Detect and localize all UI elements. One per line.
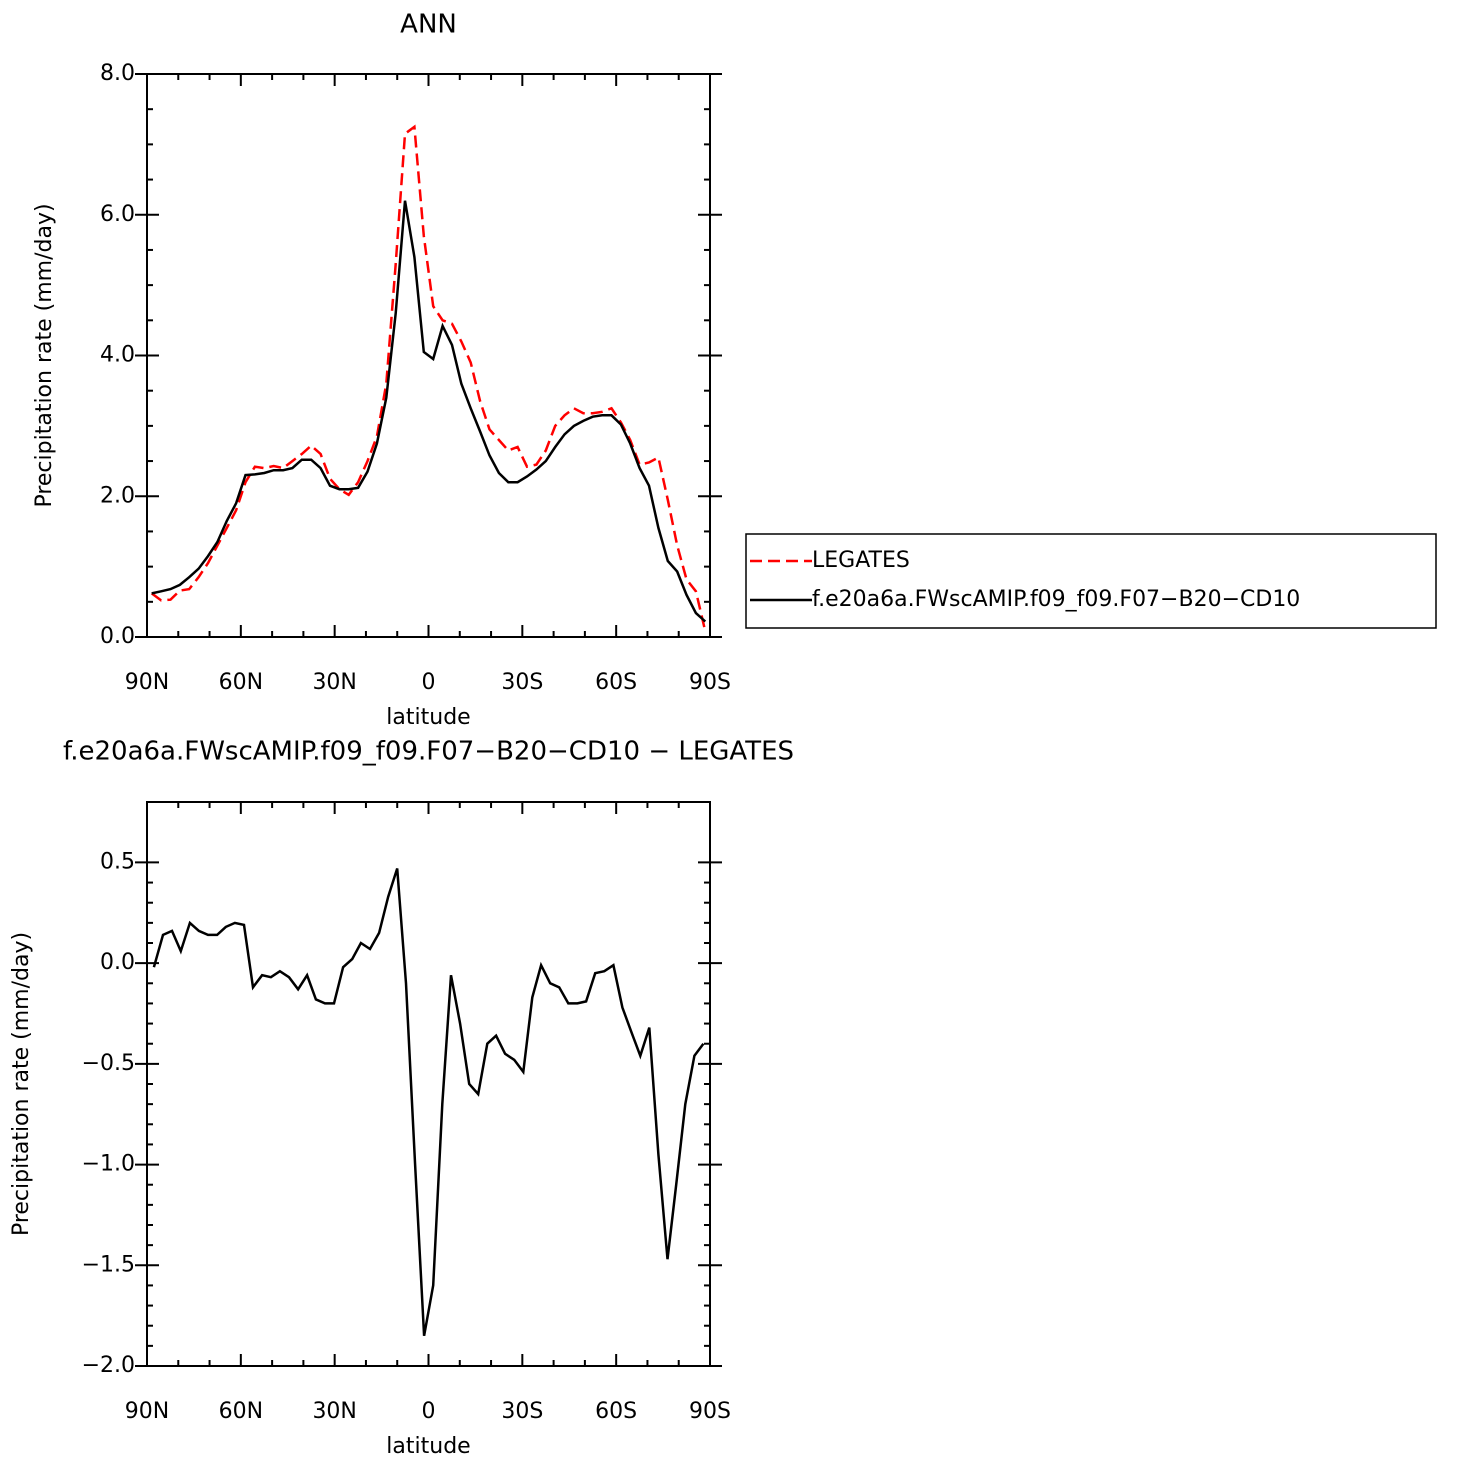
x-tick-label: 0 [422,670,436,695]
plot-frame [146,73,711,638]
x-axis-label: latitude [386,705,470,730]
x-tick-label: 30N [312,670,356,695]
x-tick-label: 90S [689,1399,731,1424]
x-tick-label: 60S [595,670,637,695]
plot-frame [146,801,711,1367]
y-tick-label: −2.0 [82,1353,135,1378]
y-axis-label: Precipitation rate (mm/day) [32,203,57,507]
y-tick-label: 8.0 [100,61,135,86]
legend-label: LEGATES [812,548,910,573]
x-tick-label: 90N [125,670,169,695]
y-tick-label: 2.0 [100,483,135,508]
legend-box [745,533,1437,629]
data-line [151,200,707,623]
y-tick-label: 0.0 [100,624,135,649]
x-tick-label: 0 [422,1399,436,1424]
y-tick-label: 6.0 [100,202,135,227]
x-tick-label: 30S [501,670,543,695]
x-axis-label: latitude [386,1434,470,1459]
y-tick-label: 4.0 [100,343,135,368]
y-axis-label: Precipitation rate (mm/day) [9,932,34,1236]
y-tick-label: 0.5 [100,849,135,874]
data-line [150,124,707,632]
x-tick-label: 60S [595,1399,637,1424]
x-tick-label: 30S [501,1399,543,1424]
x-tick-label: 30N [312,1399,356,1424]
y-tick-label: 0.0 [100,950,135,975]
chart-title: f.e20a6a.FWscAMIP.f09_f09.F07−B20−CD10 −… [63,737,794,767]
y-tick-label: −1.0 [82,1152,135,1177]
y-tick-label: −1.5 [82,1252,135,1277]
y-tick-label: −0.5 [82,1051,135,1076]
legend-label: f.e20a6a.FWscAMIP.f09_f09.F07−B20−CD10 [812,587,1300,612]
x-tick-label: 60N [219,670,263,695]
x-tick-label: 90S [689,670,731,695]
x-tick-label: 90N [125,1399,169,1424]
data-line [152,868,705,1337]
chart-title: ANN [400,10,457,40]
x-tick-label: 60N [219,1399,263,1424]
